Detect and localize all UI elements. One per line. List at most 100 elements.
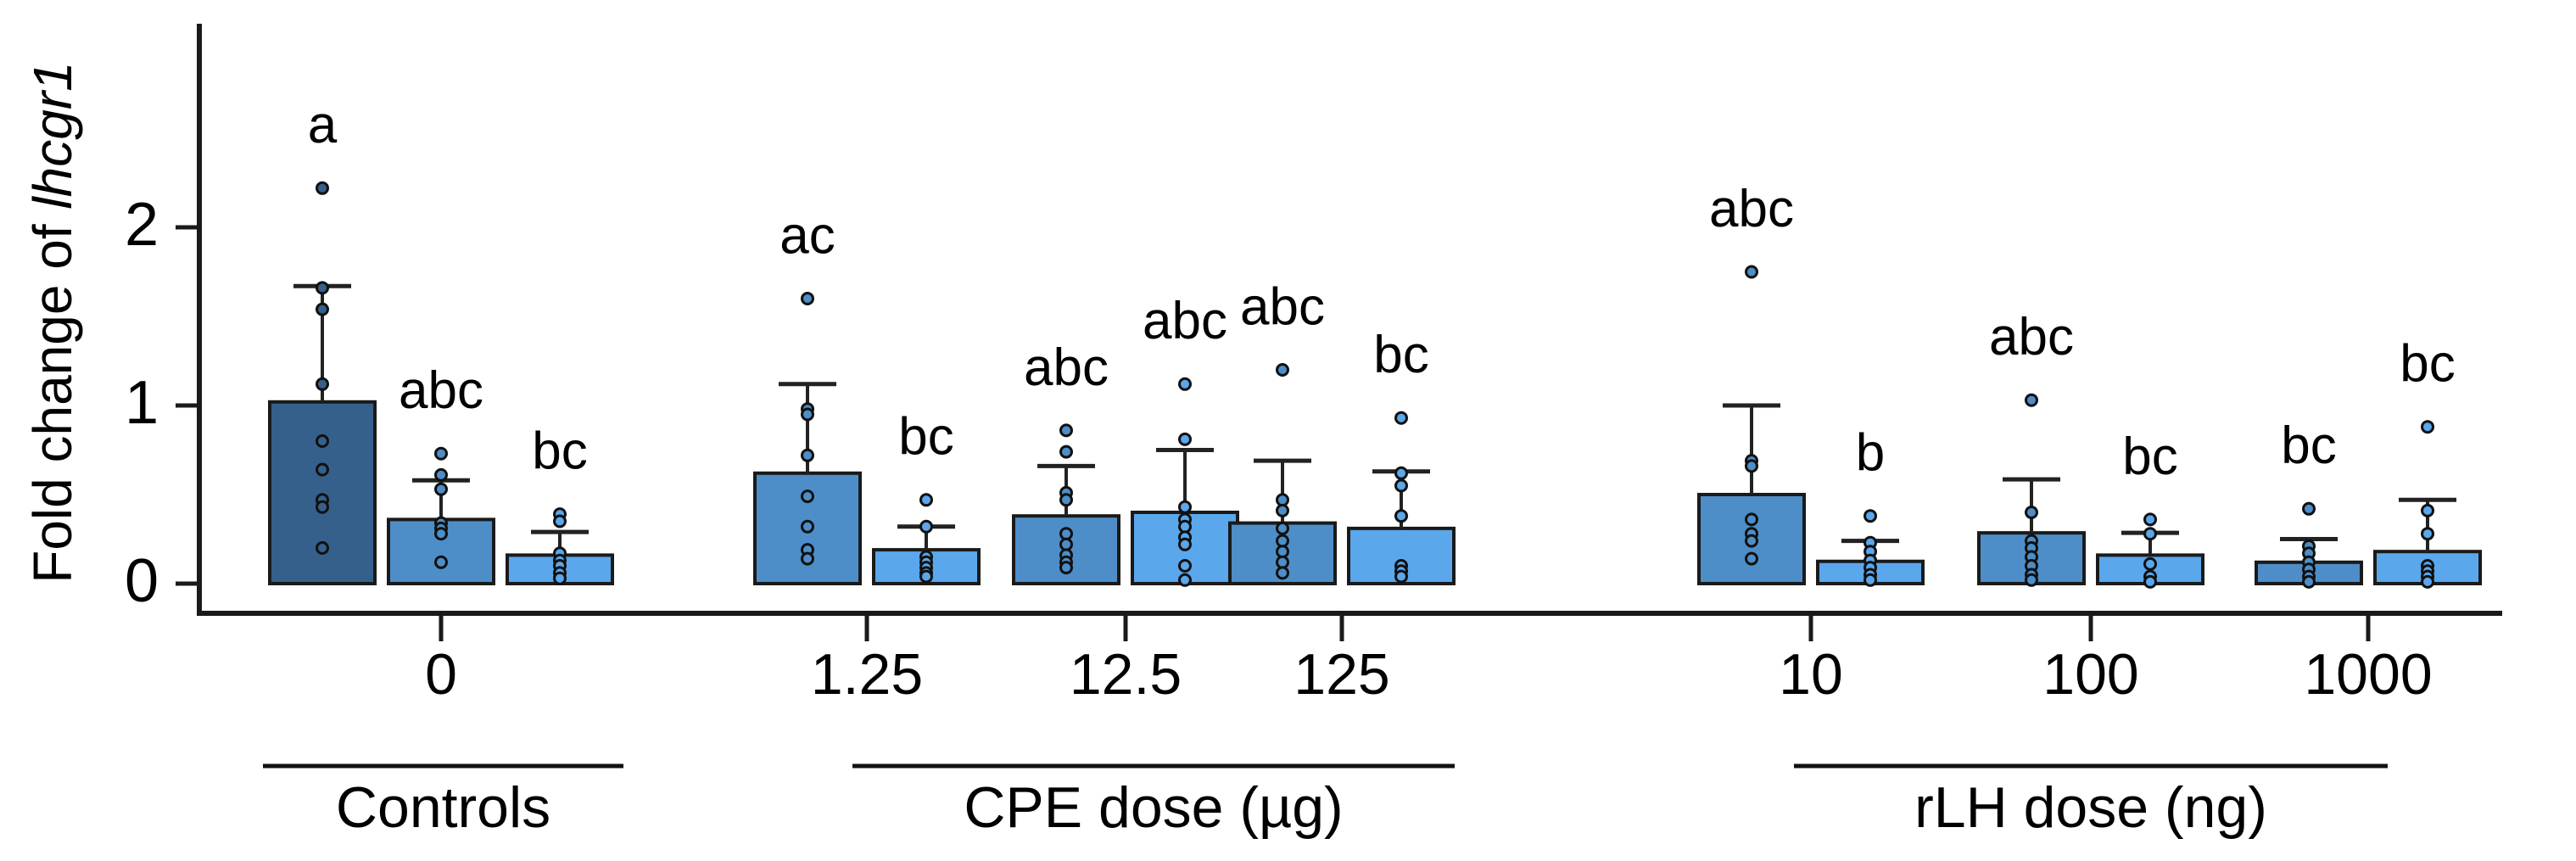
data-point <box>919 569 933 584</box>
data-point <box>2421 574 2434 589</box>
data-point <box>801 448 814 462</box>
y-axis-label-gene: lhcgr1 <box>22 61 83 210</box>
section-label: CPE dose (µg) <box>964 775 1343 840</box>
data-point <box>2302 501 2316 516</box>
data-point <box>553 514 567 528</box>
data-point <box>1394 478 1408 493</box>
data-point <box>801 519 814 534</box>
section-label: rLH dose (ng) <box>1914 775 2267 840</box>
data-point <box>1394 411 1408 425</box>
data-point <box>1178 377 1192 391</box>
data-point <box>1276 545 1289 559</box>
x-tick-label: 100 <box>2042 642 2138 707</box>
data-point <box>1276 555 1289 569</box>
data-point <box>1276 363 1289 377</box>
data-point <box>1864 509 1877 523</box>
x-tick-label: 10 <box>1779 642 1843 707</box>
sig-letter: bc <box>2281 417 2336 475</box>
x-tick-label: 125 <box>1294 642 1389 707</box>
data-point <box>2421 420 2434 434</box>
y-tick-label: 2 <box>125 191 159 259</box>
y-tick-label: 1 <box>125 369 159 437</box>
data-point <box>1059 444 1073 459</box>
data-point <box>2025 393 2038 407</box>
data-point <box>1864 573 1877 587</box>
bar-125-light <box>1347 526 1456 586</box>
x-tick-label: 1000 <box>2304 642 2432 707</box>
data-point <box>316 500 329 514</box>
data-point <box>1394 509 1408 523</box>
sig-letter: a <box>308 96 338 154</box>
sig-letter: abc <box>1989 308 2074 366</box>
sig-letter: bc <box>1373 326 1428 384</box>
data-point <box>434 482 448 496</box>
data-point <box>1059 527 1073 541</box>
data-point <box>1178 537 1192 551</box>
data-point <box>801 292 814 305</box>
data-point <box>801 551 814 566</box>
x-tick-label: 12.5 <box>1070 642 1182 707</box>
data-point <box>1178 573 1192 587</box>
data-point <box>1745 459 1758 473</box>
data-point <box>2025 573 2038 587</box>
sig-letter: abc <box>1143 292 1227 350</box>
sig-letter: bc <box>2122 428 2177 486</box>
data-point <box>1178 432 1192 446</box>
data-point <box>1178 519 1192 534</box>
bar-0-dark <box>268 400 377 585</box>
sig-letter: b <box>1856 424 1885 483</box>
data-point <box>316 181 329 195</box>
data-point <box>2025 506 2038 519</box>
section-label: Controls <box>336 775 550 840</box>
sig-letter: ac <box>780 206 835 265</box>
data-point <box>2143 574 2157 589</box>
data-point <box>1394 569 1408 584</box>
sig-letter: bc <box>898 408 953 467</box>
x-tick-label: 1.25 <box>811 642 923 707</box>
data-point <box>434 527 448 541</box>
sig-letter: bc <box>2400 335 2455 394</box>
data-point <box>1394 466 1408 480</box>
data-point <box>316 302 329 316</box>
data-point <box>2143 512 2157 527</box>
x-tick-label: 0 <box>425 642 457 707</box>
data-point <box>2421 527 2434 541</box>
data-point <box>1276 521 1289 535</box>
data-point <box>1178 559 1192 573</box>
data-point <box>316 281 329 295</box>
data-point <box>434 467 448 482</box>
data-point <box>801 407 814 422</box>
data-point <box>919 493 933 507</box>
y-tick-label: 0 <box>125 547 159 615</box>
sig-letter: bc <box>532 422 587 480</box>
data-point <box>1059 561 1073 575</box>
data-point <box>2143 527 2157 541</box>
data-point <box>1745 534 1758 548</box>
data-point <box>2143 556 2157 571</box>
data-point <box>1276 503 1289 517</box>
data-point <box>919 519 933 534</box>
data-point <box>1745 265 1758 279</box>
data-point <box>434 555 448 569</box>
data-point <box>1745 551 1758 566</box>
data-point <box>1178 500 1192 514</box>
data-point <box>434 446 448 461</box>
data-point <box>316 462 329 477</box>
data-point <box>1745 512 1758 527</box>
y-axis-label-text: Fold change of <box>22 209 83 584</box>
data-point <box>1276 534 1289 548</box>
data-point <box>1059 537 1073 551</box>
data-point <box>316 541 329 555</box>
data-point <box>1059 493 1073 507</box>
data-point <box>2421 503 2434 517</box>
data-point <box>1276 566 1289 580</box>
data-point <box>553 571 567 585</box>
sig-letter: abc <box>1024 338 1109 397</box>
sig-letter: abc <box>1709 180 1794 238</box>
sig-letter: abc <box>1240 277 1325 336</box>
data-point <box>316 377 329 391</box>
data-point <box>1059 423 1073 438</box>
